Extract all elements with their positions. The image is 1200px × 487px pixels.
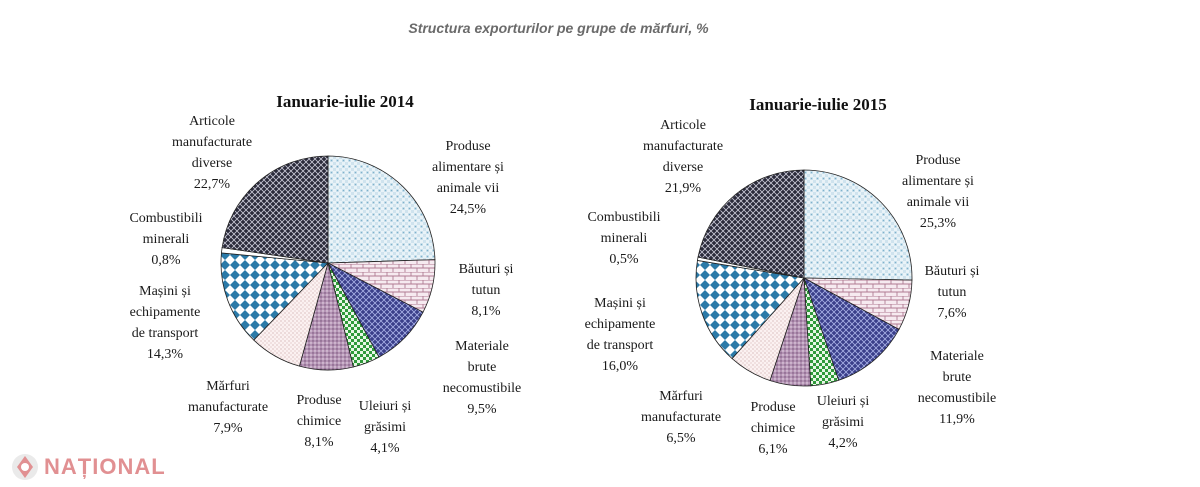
pie-slice (803, 277, 900, 381)
slice-label: Produse chimice 6,1% (750, 400, 795, 457)
slice-label: Materiale brute necomustibile 9,5% (443, 339, 522, 417)
slice-label-line: minerali (143, 232, 190, 247)
slice-label-line: 24,5% (450, 202, 487, 217)
slice-label-line: manufacturate (172, 135, 252, 150)
slice-label-line: tutun (938, 285, 967, 300)
slice-label-line: animale vii (907, 195, 970, 210)
slice-label-line: manufacturate (188, 400, 268, 415)
slice-label-line: alimentare și (902, 174, 974, 189)
slice-label-line: Articole (660, 118, 706, 133)
slice-label: Băuturi și tutun 7,6% (925, 264, 980, 321)
pie-chart-1: Ianuarie-iulie 2014 Produse alimentare și a… (129, 92, 521, 456)
slice-label-line: 7,6% (937, 306, 967, 321)
slice-label: Uleiuri și grăsimi 4,1% (359, 399, 412, 456)
slice-label: Combustibili minerali 0,8% (129, 211, 202, 268)
slice-label-line: grăsimi (822, 415, 864, 430)
slice-label-line: 7,9% (213, 421, 243, 436)
slice-label-line: animale vii (437, 181, 500, 196)
slice-label-line: Produse (296, 393, 341, 408)
chart-title: Ianuarie-iulie 2014 (276, 92, 414, 111)
slice-label-line: 4,2% (828, 436, 858, 451)
slice-label: Băuturi și tutun 8,1% (459, 262, 514, 319)
slice-label-line: 6,1% (758, 442, 788, 457)
slice-label-line: Mașini și (594, 296, 646, 311)
slice-label-line: necomustibile (443, 381, 522, 396)
slice-label-line: 8,1% (471, 304, 501, 319)
page-title: Structura exporturilor pe grupe de mărfu… (408, 20, 709, 36)
slice-label-line: Combustibili (587, 210, 660, 225)
logo-icon (12, 454, 38, 480)
slice-label-line: chimice (751, 421, 795, 436)
slice-label-line: Articole (189, 114, 235, 129)
pie-slice (220, 252, 329, 341)
slice-label: Articole manufacturate diverse 21,9% (643, 118, 723, 196)
slice-label-line: Băuturi și (459, 262, 514, 277)
slice-label-line: 25,3% (920, 216, 957, 231)
slice-label-line: manufacturate (643, 139, 723, 154)
slice-label-line: 6,5% (666, 431, 696, 446)
slice-label-line: 14,3% (147, 347, 184, 362)
pie-slice (327, 155, 436, 264)
slice-label: Mașini și echipamente de transport 14,3% (130, 284, 201, 362)
slice-label-line: manufacturate (641, 410, 721, 425)
slice-label: Combustibili minerali 0,5% (587, 210, 660, 267)
slice-label-line: Produse (750, 400, 795, 415)
slice-label: Produse chimice 8,1% (296, 393, 341, 450)
slice-label-line: Combustibili (129, 211, 202, 226)
slice-label-line: 8,1% (304, 435, 334, 450)
pie-slice (697, 169, 805, 279)
slice-label-line: Băuturi și (925, 264, 980, 279)
slice-label: Mărfuri manufacturate 6,5% (641, 389, 721, 446)
slice-label-line: 21,9% (665, 181, 702, 196)
slice-label-line: brute (943, 370, 972, 385)
slice-label: Produse alimentare și animale vii 25,3% (902, 153, 974, 231)
pie-slice (695, 259, 805, 360)
slice-label-line: 0,8% (151, 253, 181, 268)
slice-label-line: 9,5% (467, 402, 497, 417)
slice-label-line: chimice (297, 414, 341, 429)
slice-label: Articole manufacturate diverse 22,7% (172, 114, 252, 192)
slice-label-line: Mașini și (139, 284, 191, 299)
slice-label-line: Materiale (930, 349, 984, 364)
slice-label-line: echipamente (585, 317, 656, 332)
slice-label: Uleiuri și grăsimi 4,2% (817, 394, 870, 451)
slice-label-line: minerali (601, 231, 648, 246)
slice-label-line: Produse (445, 139, 490, 154)
slice-label-line: 0,5% (609, 252, 639, 267)
slice-label-line: de transport (132, 326, 199, 341)
slice-label: Mărfuri manufacturate 7,9% (188, 379, 268, 436)
slice-label-line: necomustibile (918, 391, 997, 406)
slice-label-line: Produse (915, 153, 960, 168)
slice-label-line: Materiale (455, 339, 509, 354)
slice-label-line: Uleiuri și (359, 399, 412, 414)
slice-label-line: Uleiuri și (817, 394, 870, 409)
pie-slice (221, 155, 329, 264)
slice-label-line: brute (468, 360, 497, 375)
pie-slice (803, 169, 913, 281)
slice-label-line: Mărfuri (206, 379, 250, 394)
slice-label-line: tutun (472, 283, 501, 298)
national-logo: NAȚIONAL (10, 452, 166, 482)
slice-label-line: 11,9% (939, 412, 975, 427)
slice-label-line: alimentare și (432, 160, 504, 175)
slice-label-line: echipamente (130, 305, 201, 320)
slice-label-line: Mărfuri (659, 389, 703, 404)
slice-label-line: 16,0% (602, 359, 639, 374)
slice-label: Mașini și echipamente de transport 16,0% (585, 296, 656, 374)
slice-label: Produse alimentare și animale vii 24,5% (432, 139, 504, 217)
slice-label-line: 4,1% (370, 441, 400, 456)
slice-label-line: 22,7% (194, 177, 231, 192)
slice-label: Materiale brute necomustibile 11,9% (918, 349, 997, 427)
pie-chart-2: Ianuarie-iulie 2015 Produse alimentare și a… (585, 95, 997, 457)
slice-label-line: diverse (663, 160, 703, 175)
logo-text: NAȚIONAL (44, 454, 166, 479)
chart-title: Ianuarie-iulie 2015 (749, 95, 886, 114)
slice-label-line: de transport (587, 338, 654, 353)
slice-label-line: diverse (192, 156, 232, 171)
slice-label-line: grăsimi (364, 420, 406, 435)
